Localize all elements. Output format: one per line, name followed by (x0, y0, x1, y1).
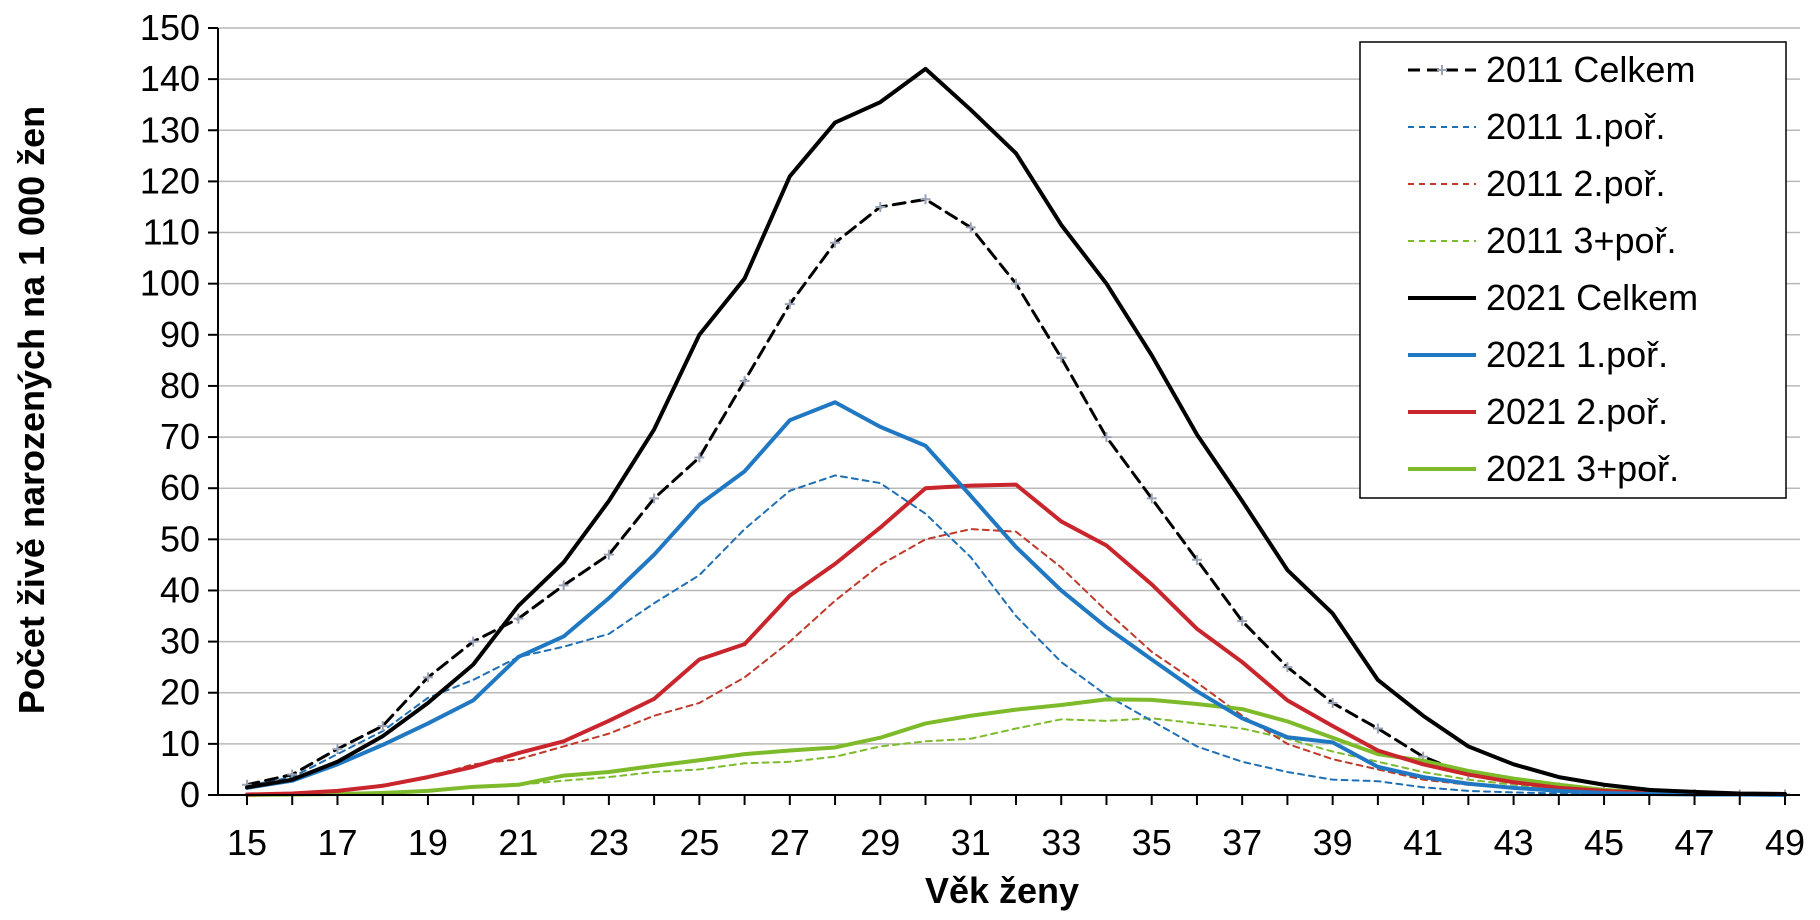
series-marker (649, 493, 660, 504)
x-tick-label: 47 (1675, 822, 1715, 863)
series-marker (1372, 723, 1383, 734)
y-tick-label: 0 (180, 774, 200, 815)
series-marker (513, 613, 524, 624)
x-tick-label: 39 (1313, 822, 1353, 863)
series-marker (830, 237, 841, 248)
x-tick-label: 17 (317, 822, 357, 863)
x-tick-label: 37 (1222, 822, 1262, 863)
series-marker (1056, 352, 1067, 363)
y-tick-label: 150 (140, 7, 200, 48)
x-tick-label: 19 (408, 822, 448, 863)
y-tick-label: 50 (160, 518, 200, 559)
series-marker (1327, 697, 1338, 708)
series-marker (603, 549, 614, 560)
series-marker (332, 743, 343, 754)
series-marker (875, 201, 886, 212)
y-tick-label: 140 (140, 58, 200, 99)
series-marker (1146, 493, 1157, 504)
y-tick-label: 60 (160, 467, 200, 508)
series-marker (558, 580, 569, 591)
legend: 2011 Celkem 2011 1.poř. 2011 2.poř. 2011 3+… (1359, 41, 1787, 499)
series-marker (1191, 554, 1202, 565)
x-tick-label: 21 (498, 822, 538, 863)
series-line-5 (245, 400, 1787, 797)
y-tick-label: 10 (160, 723, 200, 764)
series-marker (377, 720, 388, 731)
x-tick-label: 41 (1403, 822, 1443, 863)
y-tick-label: 40 (160, 569, 200, 610)
legend-label-2: 2011 2.poř. (1486, 163, 1665, 204)
series-marker (468, 636, 479, 647)
series-marker (784, 299, 795, 310)
series-line-2 (246, 528, 1786, 796)
x-axis-title: Věk ženy (925, 870, 1079, 911)
series-marker (965, 222, 976, 233)
legend-label-0: 2011 Celkem (1486, 49, 1695, 90)
x-tick-label: 45 (1584, 822, 1624, 863)
y-tick-label: 80 (160, 365, 200, 406)
y-tick-label: 20 (160, 672, 200, 713)
y-tick-label: 30 (160, 621, 200, 662)
y-tick-label: 90 (160, 314, 200, 355)
series-marker (920, 194, 931, 205)
series-lines (242, 66, 1790, 800)
y-axis-title: Počet živě narozených na 1 000 žen (11, 106, 52, 714)
y-tick-label: 110 (143, 212, 200, 253)
x-tick-label: 49 (1765, 822, 1805, 863)
series-marker (1282, 662, 1293, 673)
legend-marker (1437, 65, 1447, 75)
x-tick-label: 23 (589, 822, 629, 863)
x-tick-label: 25 (679, 822, 719, 863)
legend-box (1359, 41, 1787, 499)
series-line-4 (245, 66, 1787, 796)
legend-label-6: 2021 2.poř. (1486, 391, 1668, 432)
series-line-1 (246, 474, 1786, 796)
y-tick-label: 120 (140, 160, 200, 201)
series-line-7 (245, 697, 1787, 797)
legend-label-5: 2021 1.poř. (1486, 334, 1668, 375)
legend-label-1: 2011 1.poř. (1486, 106, 1665, 147)
y-tick-label: 70 (160, 416, 200, 457)
legend-label-7: 2021 3+poř. (1486, 448, 1679, 489)
legend-label-4: 2021 Celkem (1486, 277, 1698, 318)
x-tick-label: 29 (860, 822, 900, 863)
series-marker (1237, 616, 1248, 627)
tick-labels: 0 10 20 30 40 50 60 70 80 90 100 110 120 130 140 150 15 1… (140, 7, 1805, 863)
x-tick-label: 35 (1132, 822, 1172, 863)
x-tick-label: 27 (770, 822, 810, 863)
x-tick-label: 31 (951, 822, 991, 863)
axes (208, 27, 1800, 805)
series-marker (694, 452, 705, 463)
y-tick-label: 100 (140, 263, 200, 304)
series-marker (1101, 432, 1112, 443)
x-tick-label: 43 (1494, 822, 1534, 863)
series-marker (1011, 278, 1021, 289)
legend-label-3: 2011 3+poř. (1486, 220, 1677, 261)
x-tick-label: 33 (1041, 822, 1081, 863)
x-tick-label: 15 (227, 822, 267, 863)
y-tick-label: 130 (140, 109, 200, 150)
series-marker (422, 672, 433, 683)
series-marker (739, 375, 750, 386)
series-line-6 (245, 482, 1787, 797)
